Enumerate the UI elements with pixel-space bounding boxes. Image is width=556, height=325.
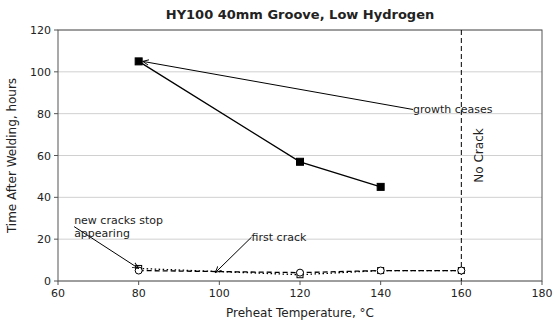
reference-line — [461, 30, 462, 281]
x-tick — [542, 281, 543, 285]
y-tick — [54, 281, 58, 282]
grid-line — [58, 155, 542, 156]
annotation-arrow — [74, 227, 139, 269]
annotation: new cracks stopappearing — [74, 214, 163, 240]
reference-label: No Crack — [472, 128, 486, 182]
x-tick-label: 140 — [370, 287, 391, 300]
y-tick — [54, 71, 58, 72]
y-tick — [54, 30, 58, 31]
x-tick — [380, 281, 381, 285]
series-line — [139, 61, 381, 187]
plot-frame — [58, 30, 542, 281]
annotation-line: new cracks stop — [74, 214, 163, 227]
y-tick — [54, 113, 58, 114]
y-tick — [54, 155, 58, 156]
point — [135, 58, 142, 65]
y-tick-label: 40 — [37, 191, 51, 204]
point — [378, 268, 384, 274]
y-tick-label: 0 — [44, 275, 51, 288]
grid-line — [58, 71, 542, 72]
annotation-arrow — [215, 237, 251, 273]
y-tick — [54, 197, 58, 198]
point — [377, 267, 384, 274]
x-tick — [461, 281, 462, 285]
point — [297, 158, 304, 165]
x-tick-label: 160 — [451, 287, 472, 300]
annotation: growth ceases — [413, 103, 493, 116]
annotation-line: appearing — [74, 227, 130, 240]
y-tick-label: 20 — [37, 233, 51, 246]
background — [0, 0, 556, 325]
y-tick — [54, 239, 58, 240]
x-axis-label: Preheat Temperature, °C — [226, 306, 374, 320]
point — [377, 183, 384, 190]
x-tick-label: 180 — [532, 287, 553, 300]
y-tick-label: 80 — [37, 108, 51, 121]
x-tick-label: 80 — [132, 287, 146, 300]
point — [458, 268, 464, 274]
x-tick-label: 100 — [209, 287, 230, 300]
point — [297, 269, 304, 276]
x-tick — [219, 281, 220, 285]
plot-area — [135, 30, 465, 281]
y-axis-label: Time After Welding, hours — [5, 78, 19, 234]
y-tick-label: 60 — [37, 150, 51, 163]
chart: 60 80 100 120 140 160 180 0 20 40 60 80 100 120 HY100 … — [0, 0, 556, 325]
annotation-arrow — [143, 61, 413, 109]
annotation: first crack — [252, 231, 307, 244]
title: HY100 40mm Groove, Low Hydrogen — [166, 7, 435, 22]
grid-line — [58, 197, 542, 198]
x-tick-label: 60 — [51, 287, 65, 300]
annotation-line: growth ceases — [413, 103, 493, 116]
x-tick — [300, 281, 301, 285]
point — [458, 267, 465, 274]
x-tick — [58, 281, 59, 285]
y-tick-label: 120 — [30, 24, 51, 37]
x-tick — [138, 281, 139, 285]
annotation-line: first crack — [252, 231, 307, 244]
x-tick-label: 120 — [290, 287, 311, 300]
y-tick-label: 100 — [30, 66, 51, 79]
